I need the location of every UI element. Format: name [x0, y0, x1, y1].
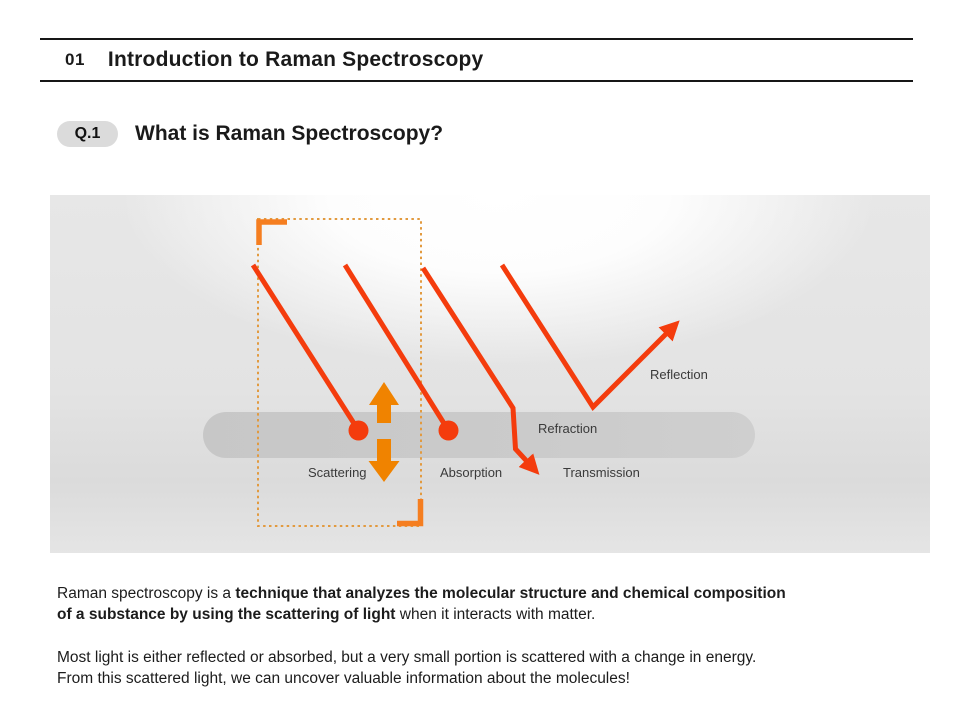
header-top-rule [40, 38, 913, 40]
label-refraction: Refraction [538, 421, 598, 436]
p2-line-2: From this scattered light, we can uncove… [57, 670, 630, 687]
light-rays-diagram [250, 218, 680, 527]
p2-line-1: Most light is either reflected or absorb… [57, 649, 757, 666]
slide-header: 01 Introduction to Raman Spectroscopy [65, 39, 913, 80]
body-copy: Raman spectroscopy is a technique that a… [57, 583, 937, 689]
label-transmission: Transmission [563, 465, 640, 480]
question-row: Q.1 What is Raman Spectroscopy? [57, 121, 443, 147]
paragraph-1: Raman spectroscopy is a technique that a… [57, 583, 937, 625]
diagram-panel: Scattering Absorption Refraction Transmi… [50, 195, 930, 553]
scattering-highlight-box [257, 218, 422, 527]
header-bottom-rule [40, 80, 913, 82]
paragraph-2: Most light is either reflected or absorb… [57, 647, 937, 689]
reflection-ray [499, 263, 680, 411]
p1-bold-2: of a substance by using the scattering o… [57, 606, 396, 623]
question-title: What is Raman Spectroscopy? [135, 122, 444, 145]
p1-bold-1: technique that analyzes the molecular st… [235, 585, 786, 602]
section-title: Introduction to Raman Spectroscopy [107, 47, 484, 71]
scattering-ray [250, 263, 358, 427]
p1-regular-1: Raman spectroscopy is a [57, 585, 236, 602]
scatter-up-arrow-icon [369, 382, 399, 423]
p1-regular-2: when it interacts with matter. [395, 606, 596, 623]
matter-bar [203, 412, 755, 458]
scatter-down-arrow-icon [368, 439, 400, 482]
label-absorption: Absorption [440, 465, 503, 480]
section-number: 01 [65, 49, 85, 69]
label-scattering: Scattering [308, 465, 367, 480]
bracket-bottom-right-icon [397, 499, 424, 527]
absorption-ray [342, 263, 448, 427]
scattering-point [348, 420, 369, 441]
label-reflection: Reflection [650, 367, 708, 382]
absorption-point [438, 420, 459, 441]
refraction-transmission-ray [420, 266, 540, 475]
question-badge: Q.1 [57, 121, 118, 147]
bracket-top-left-icon [256, 219, 287, 245]
